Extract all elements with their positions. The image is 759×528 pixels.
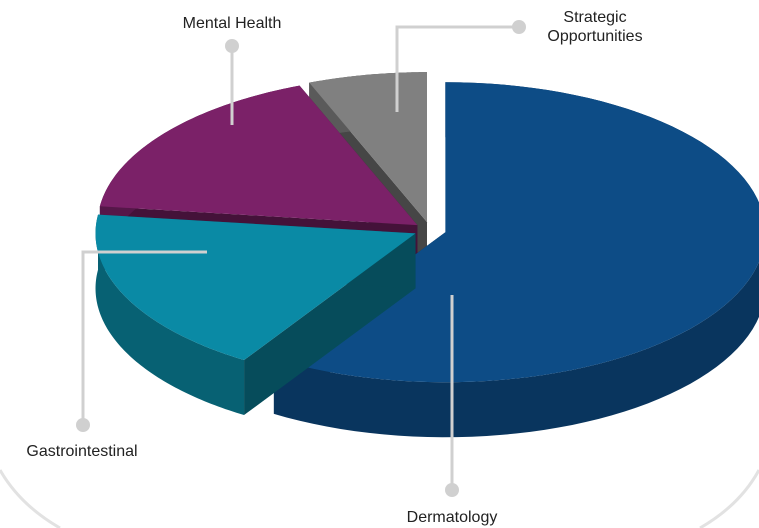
leader-dot xyxy=(225,39,239,53)
slice-side xyxy=(95,214,245,416)
slice-label: Mental Health xyxy=(182,15,282,32)
slice-label: Dermatology xyxy=(406,509,498,526)
slice xyxy=(99,85,418,226)
slice-label: Strategic Opportunities xyxy=(547,9,643,45)
leader-dot xyxy=(445,483,459,497)
leader-dot xyxy=(512,20,526,34)
leader-lines xyxy=(76,20,526,497)
slice-side xyxy=(273,82,759,438)
leader-line xyxy=(395,25,519,112)
leader-dot xyxy=(76,418,90,432)
leader-line xyxy=(81,250,207,425)
slice-label: Gastrointestinal xyxy=(26,443,138,460)
slice xyxy=(273,82,759,383)
pie xyxy=(95,72,759,438)
frame xyxy=(0,469,759,528)
